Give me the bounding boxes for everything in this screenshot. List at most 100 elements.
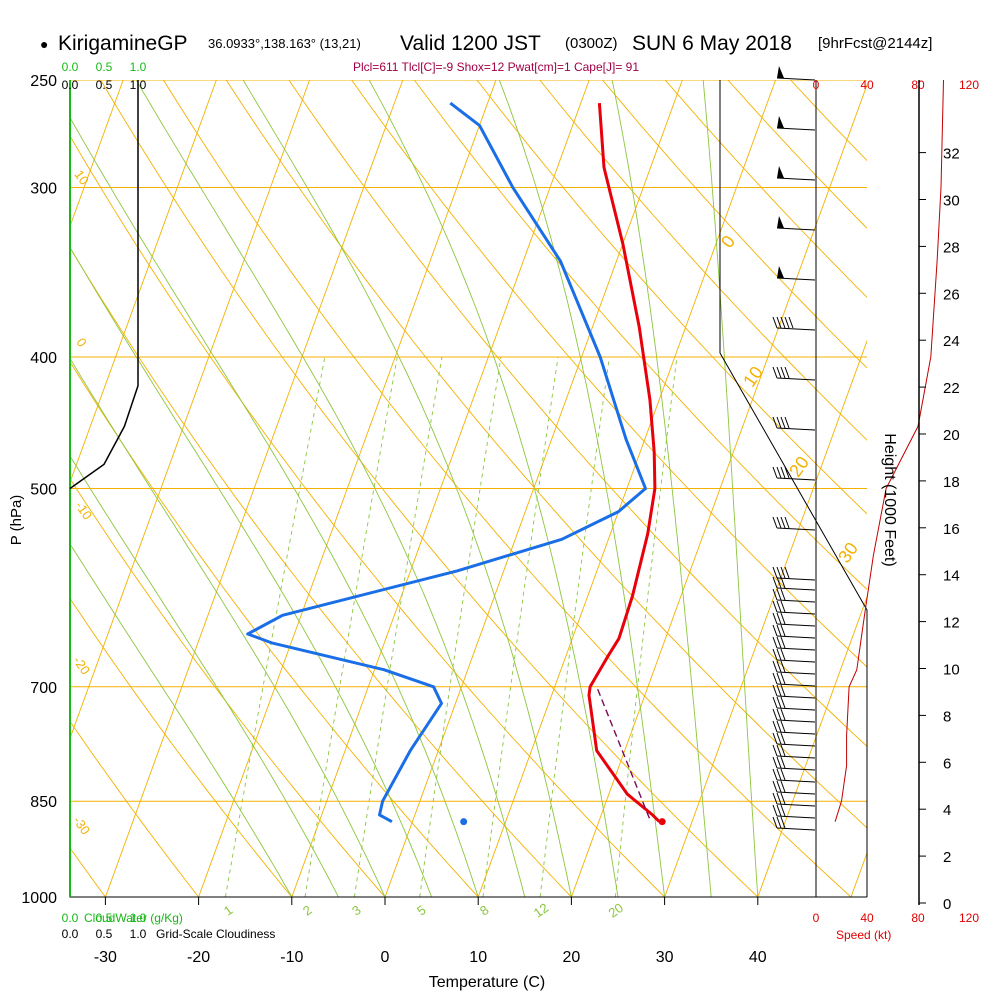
wind-barb	[772, 612, 816, 627]
wind-barb	[772, 576, 816, 591]
height-tick-label: 20	[943, 427, 960, 444]
height-tick-label: 10	[943, 662, 960, 679]
speed-bottom-tick: 120	[959, 911, 979, 925]
cloudiness-bottom-tick: 0.0	[62, 927, 79, 941]
wind-barb-shaft	[776, 427, 816, 431]
moist-adiabat-label: 10	[739, 363, 767, 391]
wind-barb-feather	[788, 316, 794, 329]
dry-adiabat	[70, 360, 479, 897]
wind-barb-feather	[772, 708, 778, 721]
speed-top-tick: 120	[959, 78, 979, 92]
wind-barb-feather	[776, 720, 782, 733]
cloudiness-bottom-tick: 0.5	[96, 927, 113, 941]
speed-bottom-tick: 40	[860, 911, 874, 925]
wind-barb-feather	[776, 660, 782, 673]
wind-barb-feather	[780, 816, 786, 829]
wind-barb-feather	[776, 416, 782, 429]
temperature-profile	[587, 102, 661, 823]
pressure-tick-label: 850	[30, 794, 57, 811]
dry-adiabat	[70, 597, 293, 897]
wind-barb	[772, 660, 816, 675]
wind-barb-feather	[772, 672, 778, 685]
wind-barb-feather	[780, 624, 786, 637]
cloudwater-bottom-tick: 1.0	[130, 911, 147, 925]
wind-barb-feather	[780, 696, 786, 709]
wind-barb-feather	[772, 780, 778, 793]
wind-barb-feather	[776, 768, 782, 781]
wind-barb-flag	[777, 116, 784, 128]
wind-barb-feather	[772, 696, 778, 709]
wind-barb-feather	[772, 720, 778, 733]
height-tick-label: 8	[943, 708, 951, 725]
wind-barb-feather	[776, 516, 782, 529]
wind-barb-feather	[780, 720, 786, 733]
wind-barb-feather	[772, 732, 778, 745]
wind-panel: 0040408080120120024681012141618202224262…	[772, 66, 979, 925]
speed-top-tick: 80	[911, 78, 925, 92]
wind-barb-shaft	[776, 127, 816, 131]
wind-barb-feather	[780, 660, 786, 673]
wind-barb-shaft	[776, 659, 816, 663]
mixing-ratio-label: 1	[221, 902, 236, 918]
wind-barb-feather	[772, 516, 778, 529]
wind-barb-shaft	[776, 77, 816, 81]
cloudiness-top-tick: 0.5	[96, 78, 113, 92]
mixing-ratio-label: 8	[477, 902, 492, 918]
wind-barb-shaft	[776, 767, 816, 771]
height-tick-label: 0	[943, 896, 951, 913]
height-axis-title: Height (1000 Feet)	[881, 433, 898, 566]
x-tick-label: -30	[94, 949, 117, 966]
moist-adiabat	[242, 80, 572, 897]
moist-adiabat	[70, 543, 293, 897]
wind-barb	[772, 768, 816, 783]
wind-barb-feather	[780, 416, 786, 429]
wind-barb-feather	[780, 780, 786, 793]
wind-barb-feather	[780, 566, 786, 579]
header-coords: 36.0933°,138.163° (13,21)	[208, 36, 361, 51]
wind-barb-feather	[772, 612, 778, 625]
wind-barb-shaft	[776, 177, 816, 181]
wind-barb-feather	[780, 768, 786, 781]
wind-barb	[772, 720, 816, 735]
wind-barb-feather	[784, 466, 790, 479]
wind-barb	[772, 624, 816, 639]
wind-barb-feather	[776, 624, 782, 637]
header-valid: Valid 1200 JST	[400, 32, 541, 55]
thermo-grid	[70, 80, 867, 897]
wind-barb-feather	[784, 416, 790, 429]
wind-barb-feather	[780, 672, 786, 685]
cloudiness-label: Grid-Scale Cloudiness	[156, 927, 275, 941]
dry-adiabat	[70, 477, 386, 897]
wind-barb	[772, 696, 816, 711]
wind-barb-feather	[772, 416, 778, 429]
moist-adiabat	[70, 357, 386, 897]
wind-barb-feather	[784, 566, 790, 579]
wind-barb-feather	[772, 636, 778, 649]
height-tick-label: 28	[943, 239, 960, 256]
wind-barb	[772, 566, 816, 581]
wind-barb-shaft	[776, 477, 816, 481]
wind-barb-feather	[772, 466, 778, 479]
height-tick-label: 22	[943, 380, 960, 397]
x-tick-label: 30	[656, 949, 674, 966]
cloudiness-profile	[69, 80, 139, 490]
cloudiness-top-tick: 0.0	[62, 78, 79, 92]
pressure-tick-label: 700	[30, 680, 57, 697]
wind-barb-shaft	[776, 791, 816, 795]
wind-barb	[772, 792, 816, 807]
wind-barb-feather	[780, 732, 786, 745]
wind-barb-feather	[780, 684, 786, 697]
header-date: SUN 6 May 2018	[632, 32, 792, 55]
wind-barb-feather	[776, 696, 782, 709]
header-zulu: (0300Z)	[565, 35, 618, 52]
wind-barb-feather	[772, 566, 778, 579]
cloudwater-top-tick: 0.5	[96, 60, 113, 74]
isotherm-line	[70, 80, 217, 484]
wind-barb-flag	[777, 266, 784, 278]
wind-barb	[772, 672, 816, 687]
cloudiness-bottom-tick: 1.0	[130, 927, 147, 941]
moist-adiabat	[70, 455, 339, 897]
wind-barb-feather	[776, 756, 782, 769]
wind-barb	[776, 266, 816, 281]
